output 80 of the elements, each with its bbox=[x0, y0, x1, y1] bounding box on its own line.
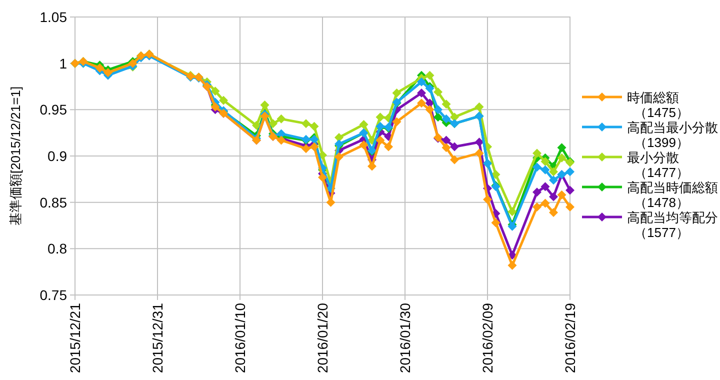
point bbox=[276, 114, 286, 124]
point bbox=[442, 143, 451, 152]
x-tick-label: 2015/12/21 bbox=[67, 302, 83, 374]
point bbox=[210, 86, 220, 96]
point bbox=[334, 132, 344, 142]
y-tick-label: 1 bbox=[59, 55, 68, 72]
legend-label: 時価総額（1475） bbox=[627, 90, 689, 120]
y-tick-label: 1.05 bbox=[40, 9, 68, 25]
point bbox=[532, 162, 542, 172]
point bbox=[508, 207, 517, 216]
point bbox=[302, 144, 310, 154]
point bbox=[376, 112, 385, 122]
point bbox=[252, 120, 261, 130]
point bbox=[442, 136, 451, 145]
point bbox=[557, 153, 566, 162]
point bbox=[557, 143, 566, 152]
x-tick-label: 2016/02/19 bbox=[562, 302, 578, 374]
point bbox=[532, 148, 542, 158]
x-tick-label: 2016/02/09 bbox=[480, 302, 496, 374]
point bbox=[566, 167, 574, 176]
y-axis-title: 基準価額[2015/12/21=1] bbox=[8, 86, 23, 226]
legend-label: 最小分散（1477） bbox=[627, 150, 689, 180]
point bbox=[532, 202, 542, 212]
point bbox=[566, 186, 574, 195]
point bbox=[557, 190, 566, 200]
point bbox=[417, 98, 426, 108]
point bbox=[549, 167, 558, 176]
x-tick-label: 2015/12/31 bbox=[150, 302, 166, 374]
point bbox=[442, 100, 451, 109]
point bbox=[566, 202, 574, 212]
point bbox=[540, 157, 550, 166]
x-tick-label: 2016/01/30 bbox=[397, 302, 413, 374]
point bbox=[549, 208, 558, 218]
y-tick-label: 0.85 bbox=[40, 194, 68, 210]
point bbox=[318, 172, 327, 182]
point bbox=[359, 120, 368, 129]
point bbox=[417, 88, 426, 98]
y-tick-label: 0.95 bbox=[40, 102, 68, 118]
point bbox=[434, 88, 442, 97]
point bbox=[260, 100, 270, 110]
point bbox=[310, 122, 319, 131]
point bbox=[540, 165, 550, 174]
y-tick-label: 0.8 bbox=[48, 240, 68, 257]
point bbox=[376, 136, 385, 145]
point bbox=[508, 260, 517, 270]
y-tick-label: 0.75 bbox=[40, 287, 68, 303]
point bbox=[483, 195, 492, 204]
legend-label: 高配当時価総額（1478） bbox=[627, 180, 718, 210]
point bbox=[425, 70, 434, 80]
point bbox=[491, 218, 500, 228]
point bbox=[302, 119, 310, 128]
point bbox=[474, 148, 484, 158]
x-tick-label: 2016/01/10 bbox=[232, 302, 248, 374]
point bbox=[450, 155, 459, 164]
point bbox=[392, 117, 402, 126]
point bbox=[549, 192, 558, 202]
x-tick-label: 2016/01/20 bbox=[314, 302, 330, 374]
point bbox=[384, 142, 393, 152]
point bbox=[540, 182, 550, 192]
point bbox=[474, 138, 484, 147]
point bbox=[442, 114, 451, 124]
point bbox=[310, 142, 319, 152]
point bbox=[540, 198, 550, 208]
point bbox=[532, 188, 542, 197]
legend-label: 高配当最小分散（1399） bbox=[627, 120, 718, 150]
point bbox=[219, 96, 228, 105]
point bbox=[434, 105, 442, 114]
y-tick-label: 0.9 bbox=[48, 148, 68, 164]
legend-label: 高配当均等配分（1577） bbox=[627, 210, 718, 240]
point bbox=[334, 152, 344, 162]
point bbox=[434, 112, 442, 122]
point bbox=[268, 119, 278, 128]
point bbox=[549, 176, 558, 185]
point bbox=[359, 140, 368, 150]
point bbox=[368, 162, 376, 171]
point bbox=[450, 142, 459, 152]
point bbox=[474, 102, 484, 112]
point bbox=[417, 77, 426, 86]
point bbox=[392, 88, 402, 98]
point bbox=[425, 105, 434, 114]
